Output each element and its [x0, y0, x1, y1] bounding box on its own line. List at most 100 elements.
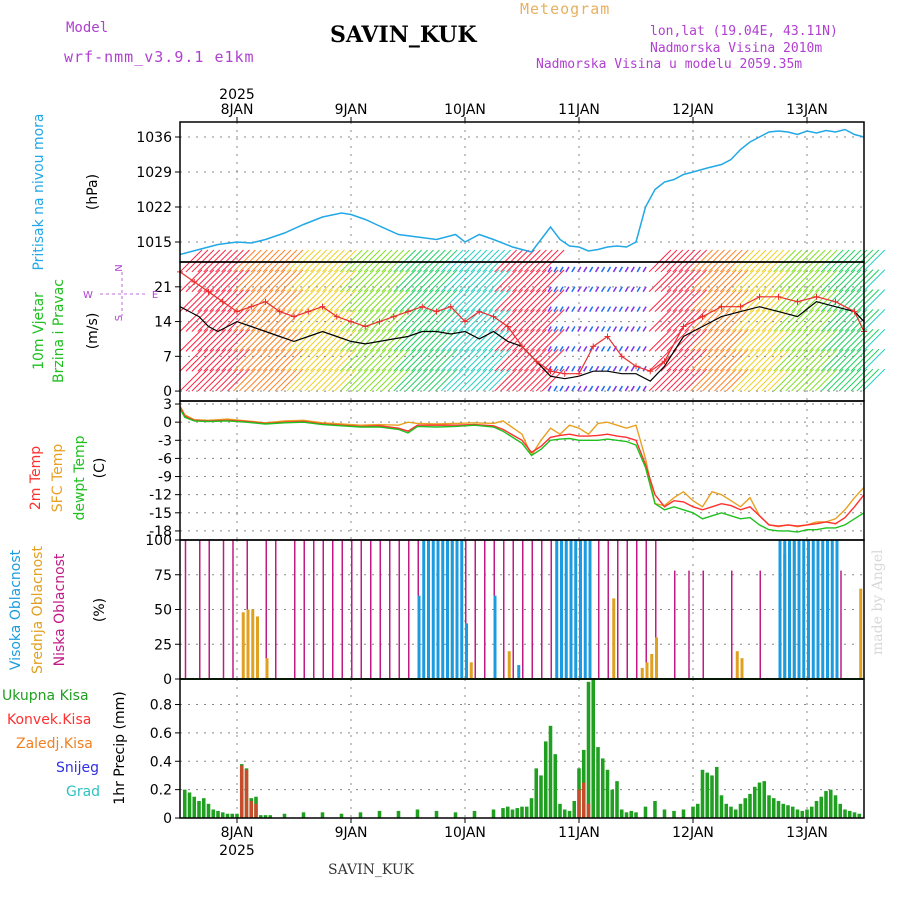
- precip-bar: [211, 809, 216, 818]
- wind-barb: [244, 269, 268, 293]
- panel-frame-precipitation: [179, 678, 865, 819]
- wind-barb: [678, 249, 702, 273]
- wind-barb: [215, 309, 238, 332]
- wind-barb: [648, 289, 672, 312]
- wind-barb: [553, 385, 558, 392]
- wind-barb: [600, 365, 606, 372]
- x-tick-label-top: 13JAN: [786, 102, 828, 118]
- cloud-bar: [821, 540, 825, 679]
- wind-barb: [571, 326, 576, 332]
- wind-barb: [239, 329, 262, 352]
- precip-bar: [249, 800, 254, 818]
- wind-barb: [731, 348, 755, 372]
- cloud-bar: [830, 540, 834, 679]
- wind-barb: [209, 329, 233, 352]
- wind-barb: [203, 329, 227, 352]
- wind-barb: [725, 249, 749, 273]
- wind-barb: [636, 345, 641, 352]
- precip-bar: [681, 809, 686, 818]
- wind-barb: [559, 345, 564, 352]
- wind-barb: [227, 269, 250, 293]
- precip-legend-entry: Zaledj.Kisa: [16, 736, 93, 752]
- wind-barb: [452, 348, 476, 372]
- x-tick-label-top: 10JAN: [444, 102, 486, 118]
- precip-bar: [662, 809, 667, 818]
- cloud-bar: [446, 540, 449, 679]
- wind-barb: [755, 249, 779, 273]
- wind-barb: [209, 269, 233, 293]
- wind-barb: [524, 368, 547, 392]
- precip-bar: [539, 775, 543, 818]
- wind-barb: [594, 266, 600, 273]
- wind-barb: [405, 269, 428, 293]
- y-tick-label: 1036: [136, 130, 172, 146]
- wind-barb: [690, 289, 713, 312]
- wind-barb: [755, 269, 779, 293]
- cloud-bar: [503, 540, 505, 679]
- wind-barb: [482, 348, 506, 372]
- wind-barb: [714, 329, 737, 352]
- wind-barb: [476, 309, 500, 332]
- precip-bar: [847, 810, 852, 818]
- wind-barb: [280, 309, 304, 332]
- wind-barb: [832, 309, 856, 332]
- wind-barb: [292, 329, 316, 352]
- wind-barb: [850, 329, 874, 352]
- wind-barb: [440, 348, 464, 372]
- wind-barb: [476, 348, 500, 372]
- wind-barb: [856, 309, 880, 332]
- wind-barb: [506, 368, 529, 392]
- low-cloud-axis-label: Niska Oblacnost: [52, 553, 68, 666]
- wind-barb: [488, 289, 512, 312]
- wind-barb: [345, 329, 369, 352]
- wind-barb: [250, 368, 274, 392]
- wind-barb: [203, 348, 227, 372]
- wind-barb: [381, 269, 405, 293]
- wind-barb: [227, 348, 250, 372]
- wind-barb: [785, 269, 808, 293]
- wind-barb: [197, 269, 221, 293]
- cloud-bar: [650, 653, 654, 679]
- wind-barb: [482, 269, 506, 293]
- wind-barb: [814, 309, 838, 332]
- wind-barb: [506, 249, 529, 273]
- wind-barb: [268, 348, 292, 372]
- wind-barb: [672, 249, 696, 273]
- wind-barb: [518, 309, 541, 332]
- wind-barb: [369, 348, 393, 372]
- wind-barb: [470, 309, 494, 332]
- cloud-bar: [640, 667, 644, 679]
- wind-barb: [375, 289, 399, 312]
- wind-barb: [405, 368, 428, 392]
- wind-barb: [423, 368, 446, 392]
- cloud-bar: [759, 570, 761, 679]
- wind-gust-point: [319, 303, 326, 310]
- wind-barb: [298, 249, 322, 273]
- wind-barb: [535, 249, 559, 273]
- wind-barb: [233, 368, 256, 392]
- wind-barb: [518, 289, 541, 312]
- wind-barb: [268, 249, 292, 273]
- wind-barb: [452, 269, 476, 293]
- wind-barb: [814, 329, 838, 352]
- precip-bar: [800, 810, 805, 818]
- wind-barb: [719, 309, 743, 332]
- wind-barb: [203, 368, 227, 392]
- cloud-bar: [294, 540, 296, 679]
- wind-barb: [233, 269, 256, 293]
- wind-barb: [179, 348, 203, 372]
- cloud-bar: [840, 570, 842, 679]
- precip-bar: [548, 725, 553, 818]
- cloud-bar: [740, 658, 744, 679]
- cloud-bar: [208, 540, 210, 679]
- y-tick-label: 3: [163, 397, 172, 413]
- temp2m-axis-label: 2m Temp: [28, 446, 44, 510]
- wind-barb: [322, 249, 345, 273]
- wind-barb: [357, 289, 381, 312]
- wind-barb: [250, 289, 274, 312]
- precip-bar: [258, 815, 263, 818]
- cloud-bar: [655, 637, 658, 679]
- wind-barb: [791, 348, 814, 372]
- cloud-bar: [465, 623, 468, 679]
- wind-barb: [244, 309, 268, 332]
